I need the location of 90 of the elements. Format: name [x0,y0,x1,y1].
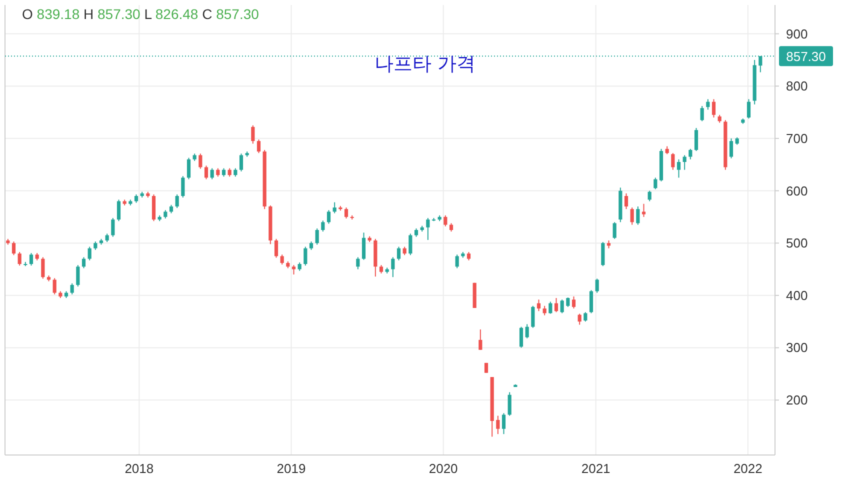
candlestick [251,124,255,144]
candlestick [589,290,594,314]
candlestick [210,168,214,180]
candlestick [496,415,500,435]
text: 나프타 가격 [374,53,476,75]
annotation: O 839.18 H 857.30 L 826.48 C 857.30 [22,6,260,22]
x-tick-label: 2022 [733,461,762,476]
candlestick [548,301,552,314]
candlestick [18,251,22,266]
candlestick [256,138,261,154]
candlestick [519,326,524,348]
y-tick-label: 300 [786,340,808,356]
candlestick [712,98,716,118]
candlestick [654,177,658,190]
x-tick-label: 2020 [428,461,458,476]
candlestick [280,254,284,266]
candlestick [612,222,616,240]
candlestick [508,392,512,416]
candlestick [694,127,698,152]
y-tick-label: 600 [786,183,808,198]
y-tick-label: 400 [786,288,808,303]
candlestick [648,190,652,202]
candlestick [239,153,244,172]
candlestick [671,152,675,170]
candlestick [12,241,16,256]
candlestick [82,256,86,269]
candlestick [116,199,121,222]
candlestick [321,220,325,232]
candlestick [198,153,202,170]
candlestick [525,324,529,339]
candlestick [682,154,686,170]
candlestick [41,256,45,280]
candlestick [700,105,704,122]
candlestick [274,238,278,258]
candlestick [356,256,360,270]
candlestick [560,299,564,314]
candlestick [315,228,319,246]
candlestick [204,165,208,180]
candlestick [595,278,599,294]
ref-line-label: 857.30 [786,49,826,64]
candlestick [642,203,646,218]
candlestick [746,98,751,120]
candlestick [624,192,628,210]
candlestick [292,264,296,275]
y-tick-label: 700 [786,130,808,146]
candlestick [396,246,401,261]
candlestick [601,242,605,267]
candlestick [502,412,506,435]
candlestick [688,148,692,160]
y-tick-label: 500 [786,236,808,251]
x-tick-label: 2021 [581,461,610,476]
x-tick-label: 2019 [276,461,306,476]
candlestick [729,138,734,159]
candlestick [391,256,395,278]
candlestick [88,246,92,261]
x-tick-label: 2018 [124,461,154,476]
candlestick [29,252,34,266]
y-tick-label: 900 [786,26,808,42]
candlestick [76,264,80,288]
candlestick [304,246,308,266]
candlestick [111,217,115,238]
candlestick [332,202,336,214]
candlestick [706,98,710,110]
candlestick [554,298,558,313]
candlestick [52,278,56,295]
candlestick [578,313,582,326]
candlestick [630,207,634,226]
candlestick [636,206,640,226]
candlestick [186,157,191,180]
candlestick [531,305,535,328]
candlestick [70,282,74,295]
candlestick [676,158,681,178]
candlestick [326,210,331,224]
y-tick-label: 200 [786,392,808,408]
candlestick [344,207,348,219]
candlestick [542,305,546,316]
candlestick [572,296,576,309]
y-tick-label: 800 [786,78,808,94]
candlestick [426,217,430,240]
candlestick [408,233,412,256]
candlestick [181,176,185,198]
candlestick [175,194,179,209]
candlestick [478,328,482,350]
candlestick [455,254,459,269]
candlestick [152,194,156,222]
candlestick [362,232,366,260]
candlestick [444,214,448,227]
candlestick [584,312,588,322]
candlestick [566,297,570,308]
candlestick [536,299,541,312]
